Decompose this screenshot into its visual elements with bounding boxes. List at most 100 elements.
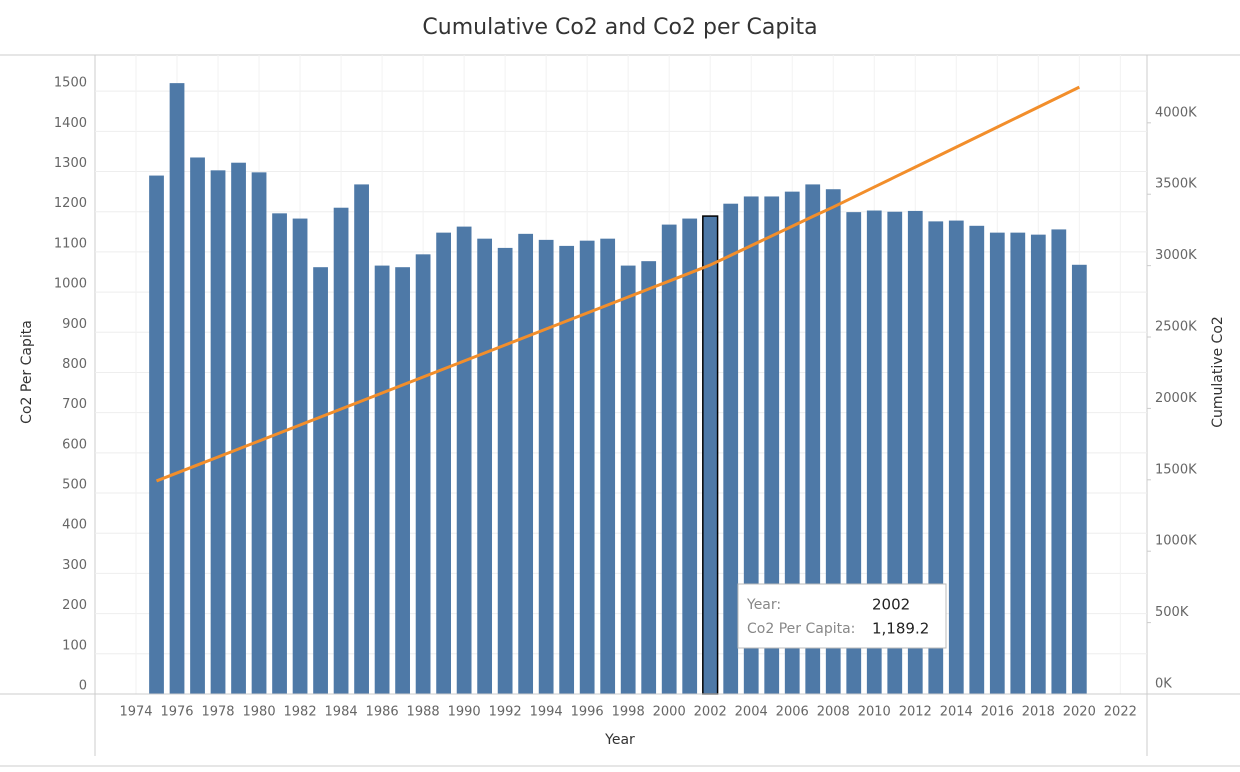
y-tick-label: 400 [62, 518, 87, 533]
bar [1051, 229, 1067, 694]
bar [559, 245, 575, 694]
x-tick-label: 1998 [612, 705, 645, 720]
y2-tick-label: 4000K [1155, 105, 1197, 120]
y2-tick-label: 2500K [1155, 320, 1197, 335]
x-tick-label: 1986 [366, 705, 399, 720]
y2-tick-label: 3000K [1155, 248, 1197, 263]
y-tick-label: 1100 [54, 236, 87, 251]
bar [231, 162, 246, 694]
bar [948, 220, 964, 694]
bar [661, 224, 677, 694]
y-tick-label: 1500 [54, 76, 87, 91]
y2-axis-title: Cumulative Co2 [1210, 316, 1226, 428]
y2-tick-label: 0K [1155, 677, 1172, 692]
bar [395, 267, 410, 694]
x-tick-label: 1994 [530, 705, 563, 720]
bar [723, 203, 739, 694]
x-tick-label: 1974 [119, 705, 152, 720]
bar [477, 238, 493, 694]
x-tick-label: 2018 [1022, 705, 1055, 720]
y2-tick-label: 1000K [1155, 534, 1197, 549]
bar [538, 239, 554, 694]
y-axis-title: Co2 Per Capita [19, 320, 35, 424]
bar [1071, 264, 1087, 694]
x-tick-label: 2016 [981, 705, 1014, 720]
x-tick-label: 1978 [201, 705, 234, 720]
x-tick-label: 1990 [448, 705, 481, 720]
line [155, 85, 1080, 483]
y-tick-label: 1400 [54, 116, 87, 131]
bar [456, 226, 472, 695]
bar [866, 210, 882, 694]
bar [846, 212, 862, 694]
x-tick-label: 1976 [160, 705, 193, 720]
y2-tick-label: 3500K [1155, 177, 1197, 192]
bar [989, 232, 1005, 694]
x-axis-title: Year [604, 732, 635, 748]
x-tick-label: 2020 [1063, 705, 1096, 720]
bar [825, 189, 841, 694]
tooltip-box [737, 583, 947, 649]
x-tick-label: 1984 [325, 705, 358, 720]
y-tick-label: 1200 [54, 196, 87, 211]
x-tick-label: 2010 [858, 705, 891, 720]
x-tick-label: 2014 [940, 705, 973, 720]
bar [149, 175, 164, 694]
x-tick-label: 2004 [735, 705, 768, 720]
y-tick-label: 0 [79, 679, 87, 694]
bar [169, 83, 185, 694]
bar [313, 267, 328, 694]
y-tick-label: 700 [62, 397, 87, 412]
bar [333, 207, 349, 694]
y-tick-label: 100 [62, 638, 87, 653]
bar [436, 232, 451, 694]
bar [1030, 234, 1046, 694]
bar [190, 157, 205, 694]
bar [1010, 232, 1026, 694]
x-tick-label: 1992 [489, 705, 522, 720]
x-tick-label: 2012 [899, 705, 932, 720]
y-tick-label: 500 [62, 478, 87, 493]
bar [354, 184, 369, 695]
tooltip-value: 2002 [872, 596, 910, 614]
x-tick-label: 1982 [284, 705, 317, 720]
bar [272, 213, 287, 695]
bar [928, 221, 944, 694]
tooltip-label: Year: [746, 597, 781, 613]
x-tick-label: 2022 [1104, 705, 1137, 720]
y-tick-label: 1000 [54, 277, 87, 292]
x-tick-label: 2008 [817, 705, 850, 720]
bar [251, 172, 267, 694]
bar [374, 265, 390, 694]
bar [518, 233, 534, 694]
bar [579, 240, 595, 694]
y-tick-label: 1300 [54, 156, 87, 171]
x-tick-label: 2002 [694, 705, 727, 720]
tooltip-value: 1,189.2 [872, 620, 929, 638]
bar [415, 254, 431, 694]
tooltip-label: Co2 Per Capita: [747, 621, 855, 637]
y-tick-label: 600 [62, 437, 87, 452]
bar [682, 218, 698, 694]
x-tick-label: 1980 [243, 705, 276, 720]
bar [969, 225, 985, 694]
x-tick-label: 2006 [776, 705, 809, 720]
bar [292, 218, 308, 694]
tooltip: Year: 2002 Co2 Per Capita: 1,189.2 [737, 583, 947, 649]
y-tick-label: 900 [62, 317, 87, 332]
x-tick-label: 1996 [571, 705, 604, 720]
bar [210, 170, 226, 695]
y2-tick-label: 2000K [1155, 391, 1197, 406]
bar [641, 261, 657, 694]
y2-tick-label: 1500K [1155, 462, 1197, 477]
bar [805, 184, 821, 695]
y-tick-label: 300 [62, 558, 87, 573]
bar [784, 191, 800, 694]
bar [764, 196, 780, 694]
bar [620, 265, 636, 694]
bar [907, 210, 923, 694]
y-tick-label: 200 [62, 598, 87, 613]
x-tick-label: 2000 [653, 705, 686, 720]
bar [497, 247, 513, 695]
